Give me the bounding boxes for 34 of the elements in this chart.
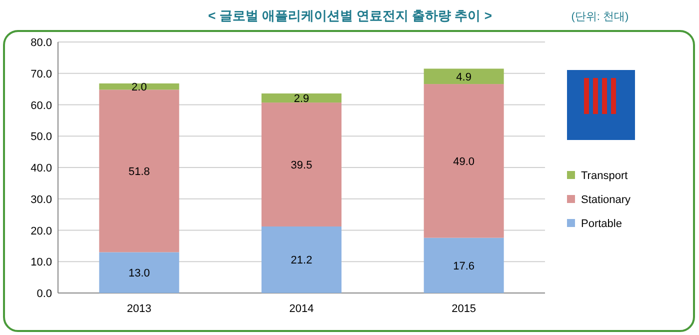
legend-label: Portable (581, 218, 622, 230)
y-tick-label: 20.0 (30, 225, 52, 238)
y-tick-label: 0.0 (36, 288, 52, 300)
bar (99, 252, 180, 293)
y-tick-label: 60.0 (30, 100, 52, 112)
bar (424, 238, 504, 293)
data-label: 39.5 (290, 160, 312, 172)
bar (424, 68, 504, 84)
data-label: 21.2 (290, 254, 312, 267)
y-tick-label: 80.0 (30, 37, 52, 49)
data-label: 17.6 (453, 260, 475, 272)
x-tick-label: 2013 (126, 303, 152, 315)
bar (262, 93, 342, 103)
y-tick-label: 70.0 (30, 68, 52, 80)
y-tick-label: 40.0 (30, 162, 52, 174)
legend-label: Transport (581, 170, 628, 182)
data-label: 49.0 (453, 156, 475, 168)
x-tick-label: 2015 (452, 303, 476, 315)
chart-title: < 글로벌 애플리케이션별 연료전지 출하량 추이 > (208, 8, 492, 23)
bar (262, 102, 342, 226)
data-label: 2.0 (132, 82, 147, 94)
x-tick-label: 2014 (289, 303, 314, 315)
data-label: 51.8 (128, 166, 150, 178)
bar (424, 84, 504, 238)
data-label: 4.9 (456, 71, 472, 84)
y-tick-label: 30.0 (30, 194, 52, 206)
data-label: 2.9 (294, 93, 310, 106)
legend-label: Stationary (581, 194, 632, 206)
bar (262, 226, 342, 293)
data-label: 13.0 (128, 268, 150, 280)
y-tick-label: 10.0 (30, 256, 52, 269)
text: (단위: 천대) (571, 11, 629, 23)
y-tick-label: 50.0 (30, 131, 52, 144)
bar (99, 90, 180, 252)
